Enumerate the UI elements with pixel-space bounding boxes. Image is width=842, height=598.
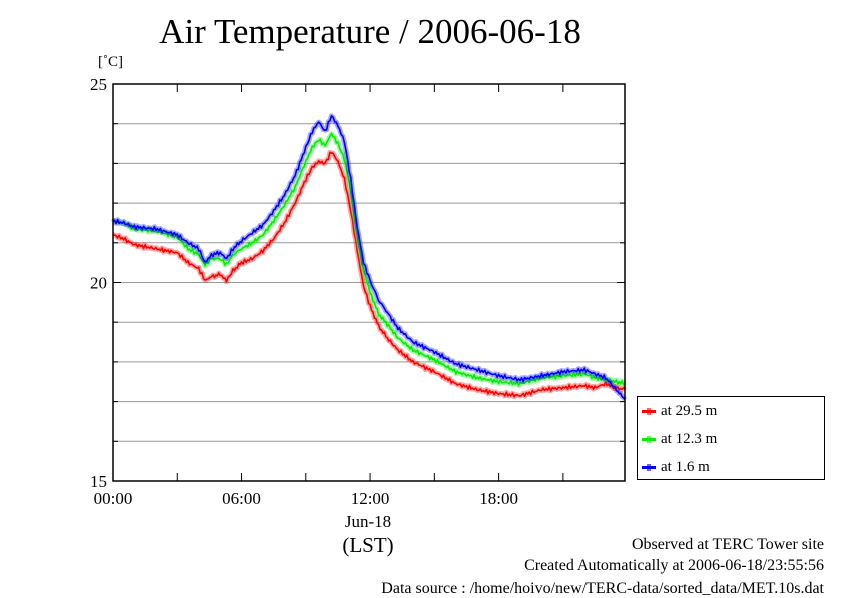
series-line-1 (112, 151, 626, 398)
legend-swatch (642, 435, 656, 443)
y-axis-unit: [˚C] (98, 54, 123, 70)
legend-label: at 29.5 m (661, 402, 718, 419)
legend-item: at 12.3 m (642, 428, 717, 450)
footer-source: Data source : /home/hoivo/new/TERC-data/… (381, 580, 824, 597)
legend-swatch (642, 407, 656, 415)
x-axis-date: Jun-18 (344, 512, 392, 531)
x-tick-label: 12:00 (351, 489, 390, 508)
y-tick-label: 15 (90, 472, 107, 491)
x-tick-label: 00:00 (94, 489, 133, 508)
legend-item: at 29.5 m (642, 400, 717, 422)
legend-swatch (642, 463, 656, 471)
series-layer (110, 113, 628, 402)
legend-label: at 1.6 m (661, 458, 710, 475)
axis-ticks: 15 20 25 00:00 06:00 12:00 18:00 (90, 75, 625, 508)
legend-label: at 12.3 m (661, 430, 718, 447)
y-tick-label: 25 (90, 75, 107, 94)
gridlines (113, 123, 625, 442)
footer-created: Created Automatically at 2006-06-18/23:5… (524, 557, 824, 574)
x-axis-label: (LST) (342, 533, 394, 557)
y-tick-label: 20 (90, 274, 107, 293)
series-band-3 (111, 113, 628, 402)
series-line-3 (112, 115, 626, 401)
x-tick-label: 18:00 (479, 489, 518, 508)
x-tick-label: 06:00 (222, 489, 261, 508)
legend-item: at 1.6 m (642, 456, 710, 478)
legend: at 29.5 m at 12.3 m at 1.6 m (637, 396, 825, 480)
chart-title: Air Temperature / 2006-06-18 (159, 12, 581, 51)
footer-observed: Observed at TERC Tower site (631, 536, 824, 553)
